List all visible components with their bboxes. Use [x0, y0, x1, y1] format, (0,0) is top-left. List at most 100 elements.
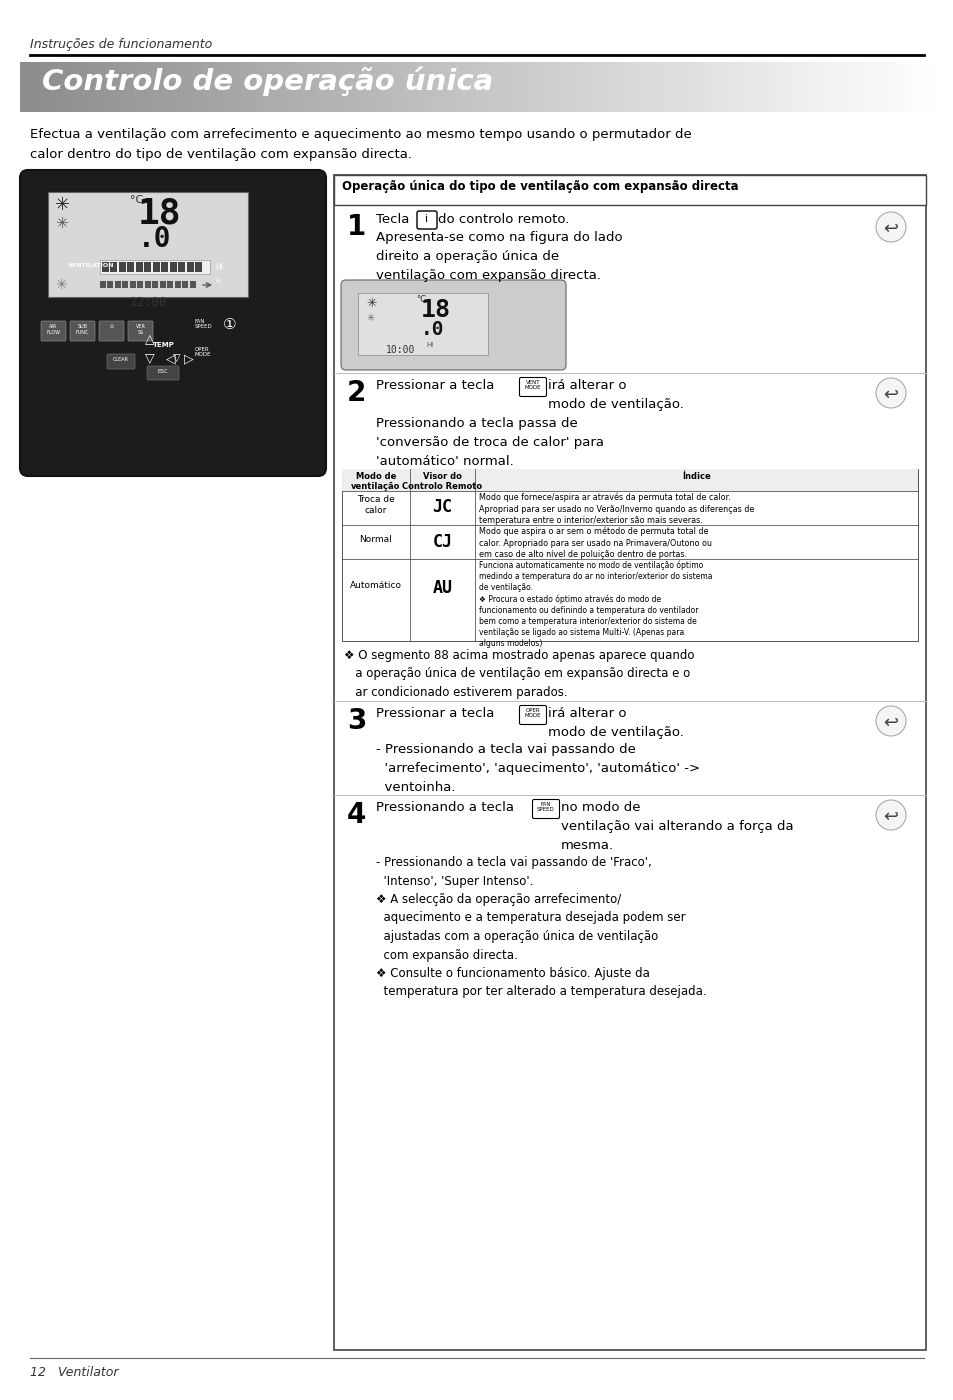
FancyBboxPatch shape [20, 169, 326, 476]
Bar [438, 62, 447, 112]
Bar [507, 62, 516, 112]
Bar [341, 469, 917, 491]
Bar [89, 62, 97, 112]
Bar [698, 62, 706, 112]
Text: ❖ O segmento 88 acima mostrado apenas aparece quando
   a operação única de vent: ❖ O segmento 88 acima mostrado apenas ap… [344, 650, 694, 699]
Bar [286, 62, 294, 112]
Bar [530, 62, 538, 112]
Bar [765, 62, 774, 112]
Text: .0: .0 [420, 321, 444, 339]
Bar [58, 62, 67, 112]
Bar [476, 62, 485, 112]
Bar [188, 62, 196, 112]
Bar [834, 62, 842, 112]
Text: ▷: ▷ [184, 351, 193, 365]
Text: Troca de
calor: Troca de calor [356, 496, 395, 515]
Text: ✳: ✳ [366, 314, 374, 323]
Bar [675, 62, 683, 112]
Bar [849, 62, 858, 112]
Bar [598, 62, 607, 112]
Text: Modo que fornece/aspira ar através da permuta total de calor.
Apropriad para ser: Modo que fornece/aspira ar através da pe… [478, 493, 754, 525]
Text: VENTILATION: VENTILATION [68, 263, 114, 267]
Bar [218, 62, 227, 112]
Bar [240, 62, 250, 112]
Bar [758, 62, 766, 112]
Bar [195, 262, 202, 272]
Bar [248, 62, 257, 112]
Bar [781, 62, 789, 112]
Text: FAN
SPEED: FAN SPEED [537, 802, 555, 812]
Bar [160, 281, 166, 288]
Bar [130, 281, 136, 288]
Bar [119, 62, 128, 112]
Bar [170, 262, 177, 272]
Text: OPER
MODE: OPER MODE [194, 347, 212, 357]
FancyBboxPatch shape [147, 365, 179, 379]
Bar [172, 62, 181, 112]
Bar [826, 62, 835, 112]
Text: Instruções de funcionamento: Instruções de funcionamento [30, 38, 212, 50]
Bar [902, 62, 911, 112]
Bar [195, 62, 204, 112]
FancyBboxPatch shape [99, 321, 124, 342]
Text: AU: AU [432, 580, 452, 596]
Text: Apresenta-se como na figura do lado
direito a operação única de
ventilação com e: Apresenta-se como na figura do lado dire… [375, 231, 622, 281]
Bar [377, 62, 386, 112]
Bar [43, 62, 51, 112]
Text: ▽: ▽ [172, 353, 180, 363]
Text: ↩: ↩ [882, 714, 898, 732]
Bar [96, 62, 105, 112]
Bar [324, 62, 333, 112]
Text: AIR
FLOW: AIR FLOW [47, 323, 60, 335]
Bar [469, 62, 477, 112]
Bar [301, 62, 310, 112]
Text: Visor do
Controlo Remoto: Visor do Controlo Remoto [402, 472, 482, 491]
Bar [629, 62, 638, 112]
Bar [583, 62, 592, 112]
Text: Funciona automaticamente no modo de ventilação óptimo
medindo a temperatura do a: Funciona automaticamente no modo de vent… [478, 561, 712, 648]
Bar [644, 62, 653, 112]
Bar [100, 260, 210, 274]
Bar [515, 62, 523, 112]
Text: CLEAR: CLEAR [112, 357, 129, 363]
Text: ↩: ↩ [882, 220, 898, 238]
Bar [621, 62, 630, 112]
Bar [545, 62, 554, 112]
Text: ↩: ↩ [882, 386, 898, 405]
Bar [211, 62, 219, 112]
Text: ✳: ✳ [366, 297, 376, 309]
Bar [841, 62, 850, 112]
Text: Pressionar a tecla: Pressionar a tecla [375, 379, 494, 392]
Text: Pressionando a tecla: Pressionando a tecla [375, 801, 514, 813]
Bar [294, 62, 302, 112]
Text: CJ: CJ [432, 533, 452, 552]
Bar [152, 262, 160, 272]
Bar [334, 175, 925, 1350]
Text: 4: 4 [347, 801, 366, 829]
Bar [309, 62, 317, 112]
Text: TEMP: TEMP [152, 342, 174, 349]
FancyBboxPatch shape [519, 378, 546, 396]
Text: Normal: Normal [359, 535, 392, 545]
Text: no modo de
ventilação vai alterando a força da
mesma.: no modo de ventilação vai alterando a fo… [560, 801, 793, 853]
Bar [454, 62, 462, 112]
Bar [104, 62, 112, 112]
Bar [385, 62, 394, 112]
Text: ◁: ◁ [166, 351, 175, 365]
Text: ✳: ✳ [55, 216, 68, 231]
Bar [492, 62, 500, 112]
FancyBboxPatch shape [107, 354, 135, 370]
Text: Tecla: Tecla [375, 213, 409, 225]
Bar [750, 62, 759, 112]
Bar [119, 262, 126, 272]
Text: FAN
SPEED: FAN SPEED [194, 319, 213, 329]
Bar [803, 62, 812, 112]
Bar [161, 262, 169, 272]
Text: ①: ① [223, 316, 236, 332]
Bar [136, 262, 143, 272]
Bar [341, 469, 917, 641]
Bar [864, 62, 873, 112]
Bar [796, 62, 804, 112]
Text: 1: 1 [347, 213, 366, 241]
Bar [362, 62, 371, 112]
